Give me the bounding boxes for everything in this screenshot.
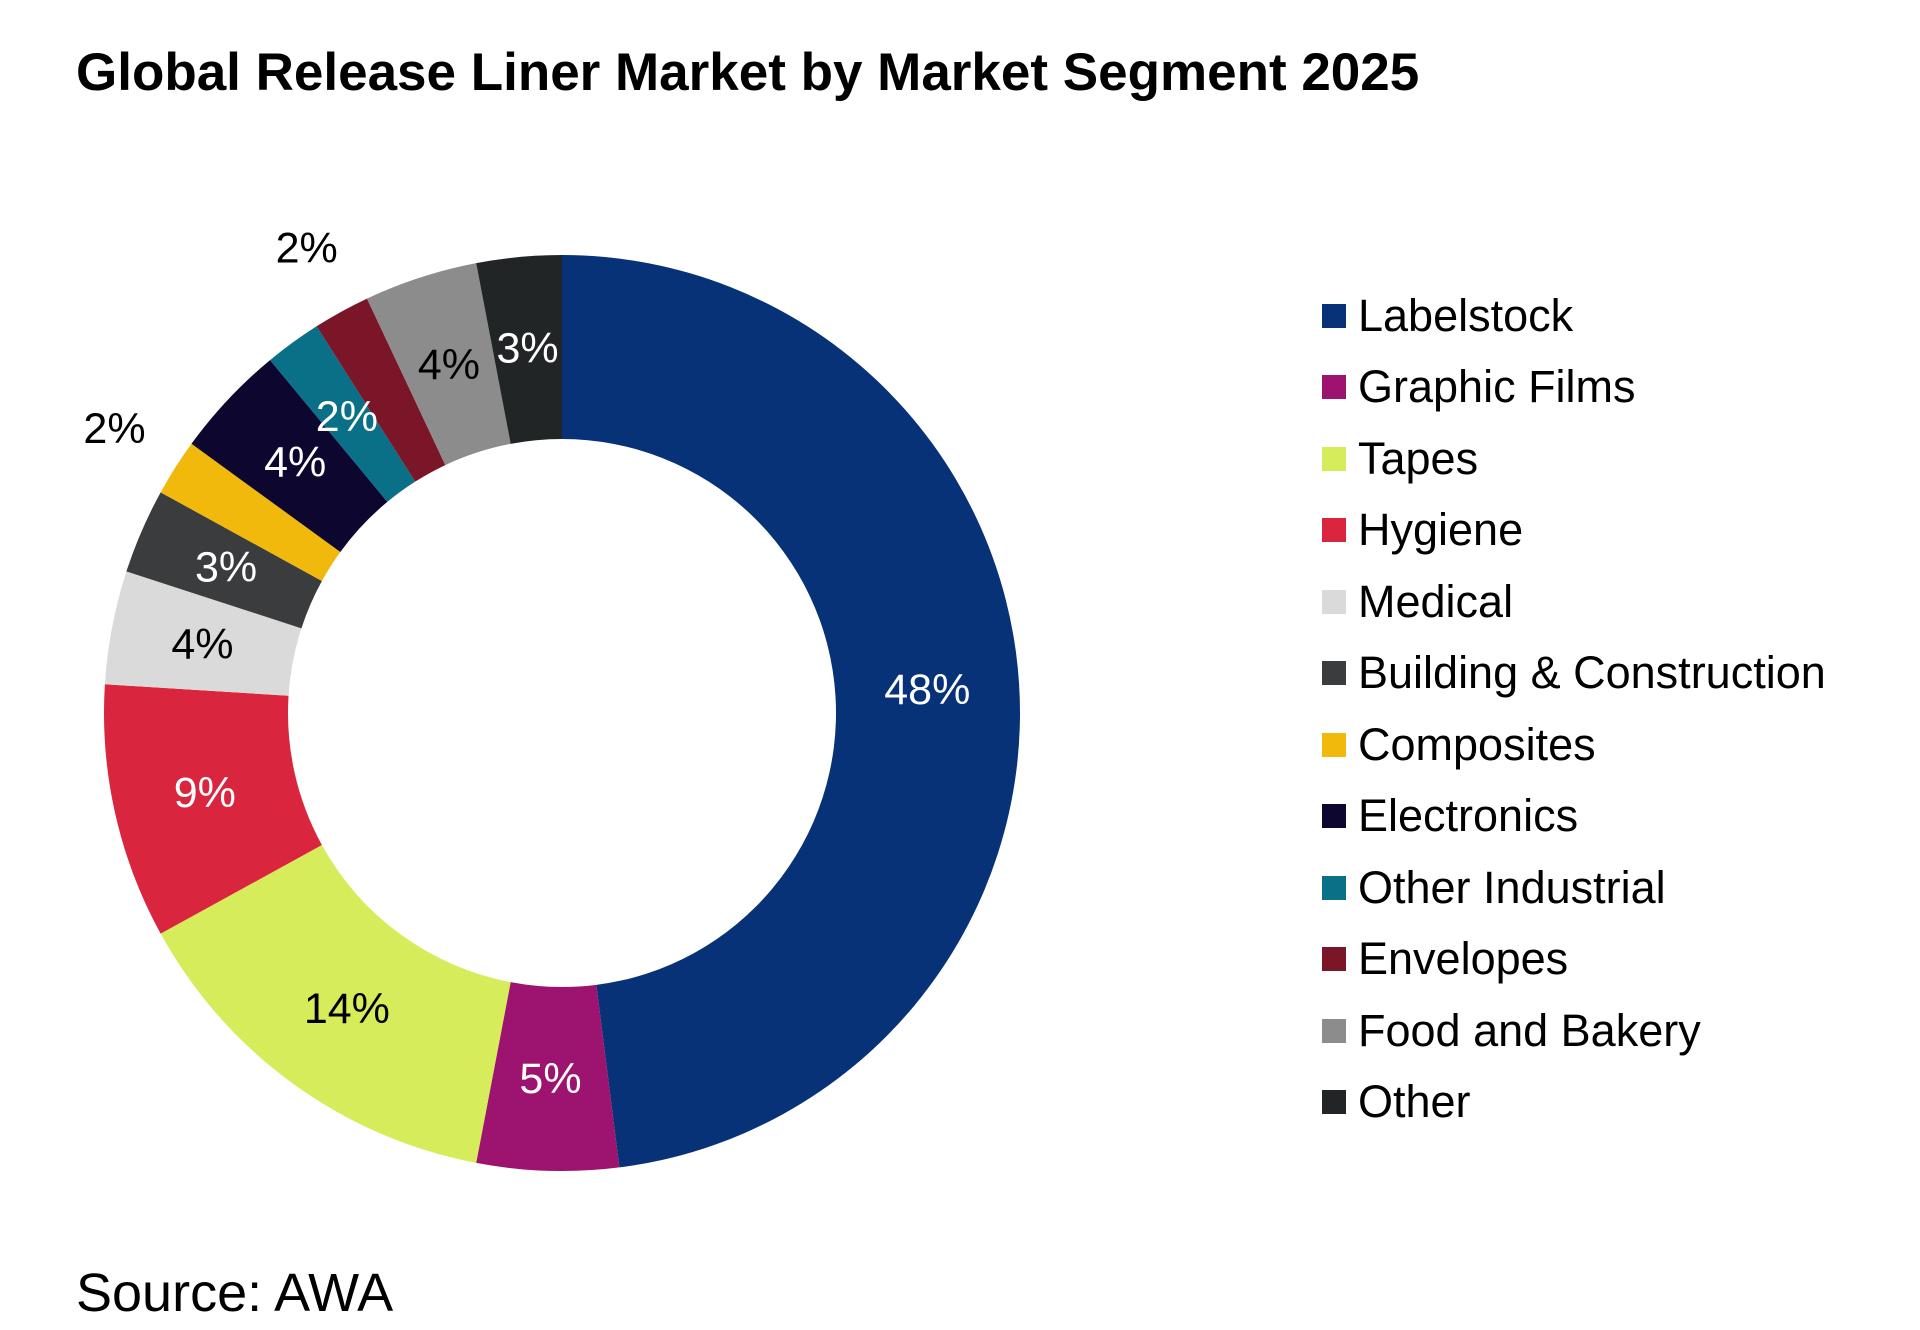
legend-swatch <box>1322 589 1346 614</box>
legend-label: Graphic Films <box>1358 361 1636 413</box>
slice-label-hygiene: 9% <box>174 769 236 817</box>
legend-label: Medical <box>1358 575 1514 627</box>
slice-label-composites: 2% <box>83 405 145 453</box>
legend-swatch <box>1322 1090 1346 1115</box>
legend-item-tapes: Tapes <box>1322 423 1826 495</box>
slice-label-other-industrial: 2% <box>316 393 378 441</box>
slice-composites <box>160 443 341 581</box>
legend-item-electronics: Electronics <box>1322 781 1826 853</box>
legend-swatch <box>1322 518 1346 543</box>
legend-label: Building & Construction <box>1358 647 1826 699</box>
legend-swatch <box>1322 661 1346 686</box>
slice-labelstock <box>562 255 1021 1168</box>
legend-swatch <box>1322 947 1346 972</box>
legend-swatch <box>1322 303 1346 328</box>
legend-label: Hygiene <box>1358 504 1524 556</box>
slice-envelopes <box>316 298 446 482</box>
slice-tapes <box>160 845 511 1163</box>
legend-item-food-and-bakery: Food and Bakery <box>1322 995 1826 1067</box>
slice-label-tapes: 14% <box>304 985 390 1033</box>
slice-label-electronics: 4% <box>264 438 326 486</box>
slice-graphic-films <box>476 982 620 1171</box>
legend-item-other: Other <box>1322 1067 1826 1139</box>
slice-label-food-and-bakery: 4% <box>418 341 480 389</box>
legend-item-envelopes: Envelopes <box>1322 924 1826 996</box>
slice-label-building-and-construction: 3% <box>195 544 257 592</box>
slice-building-and-construction <box>126 492 322 629</box>
legend-label: Food and Bakery <box>1358 1004 1701 1056</box>
source-note: Source: AWA <box>76 1263 394 1323</box>
legend-label: Tapes <box>1358 432 1479 484</box>
legend-item-hygiene: Hygiene <box>1322 495 1826 567</box>
slice-other <box>476 255 562 444</box>
legend-item-graphic-films: Graphic Films <box>1322 352 1826 424</box>
legend-label: Labelstock <box>1358 289 1574 341</box>
legend-swatch <box>1322 875 1346 900</box>
legend-item-medical: Medical <box>1322 566 1826 638</box>
slice-label-other: 3% <box>496 325 558 373</box>
slice-label-graphic-films: 5% <box>519 1055 581 1103</box>
slice-label-labelstock: 48% <box>884 666 970 714</box>
donut-slices <box>103 255 1021 1171</box>
slice-label-medical: 4% <box>171 620 233 668</box>
legend-swatch <box>1322 446 1346 471</box>
chart-legend: Labelstock Graphic Films Tapes Hygiene Medic… <box>1322 280 1826 1138</box>
legend-label: Envelopes <box>1358 933 1569 985</box>
slice-label-envelopes: 2% <box>276 225 338 273</box>
legend-swatch <box>1322 804 1346 829</box>
chart-title: Global Release Liner Market by Market Se… <box>76 43 1420 102</box>
slice-other-industrial <box>270 326 416 502</box>
legend-label: Other <box>1358 1076 1471 1128</box>
legend-label: Other Industrial <box>1358 861 1666 913</box>
legend-item-labelstock: Labelstock <box>1322 280 1826 352</box>
legend-label: Composites <box>1358 718 1596 770</box>
slice-hygiene <box>103 684 322 934</box>
legend-item-composites: Composites <box>1322 709 1826 781</box>
slice-electronics <box>191 360 388 552</box>
legend-swatch <box>1322 1018 1346 1043</box>
legend-label: Electronics <box>1358 790 1579 842</box>
legend-swatch <box>1322 375 1346 400</box>
legend-item-other-industrial: Other Industrial <box>1322 852 1826 924</box>
slice-medical <box>104 571 302 696</box>
legend-item-building-and-construction: Building & Construction <box>1322 638 1826 710</box>
legend-swatch <box>1322 732 1346 757</box>
slice-food-and-bakery <box>366 263 511 466</box>
slice-labels: 48%5%14%9%4%3%2%4%2%2%4% 3% <box>83 225 970 1103</box>
